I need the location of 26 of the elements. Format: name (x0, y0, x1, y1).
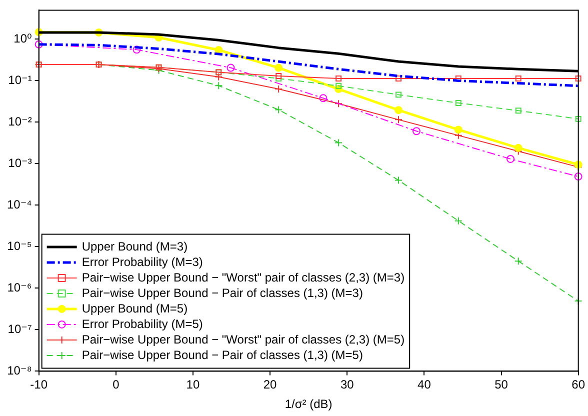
x-tick-label: 20 (263, 378, 278, 392)
y-tick-label: 10⁻⁵ (7, 239, 32, 254)
x-tick-label: 60 (572, 378, 586, 392)
legend-label: Pair−wise Upper Bound − "Worst" pair of classes (2,3) (M=3) (82, 270, 405, 284)
x-tick-label: 40 (418, 378, 432, 392)
x-tick-label: -10 (30, 378, 48, 392)
legend-label: Pair−wise Upper Bound − Pair of classes (1,3) (M=5) (82, 348, 363, 362)
legend-label: Upper Bound (M=5) (82, 301, 188, 316)
y-tick-label: 10⁰ (14, 32, 32, 46)
y-tick-label: 10⁻¹ (8, 73, 32, 88)
x-axis-title: 1/σ² (dB) (284, 397, 332, 412)
x-tick-label: 10 (186, 378, 200, 392)
x-tick-label: 30 (340, 378, 354, 392)
y-tick-label: 10⁻⁷ (8, 322, 32, 336)
y-tick-label: 10⁻⁸ (7, 364, 32, 378)
x-tick-label: 50 (494, 378, 508, 392)
y-tick-label: 10⁻³ (8, 156, 32, 170)
legend-label: Pair−wise Upper Bound − Pair of classes (1,3) (M=3) (82, 286, 363, 300)
legend-label: Pair−wise Upper Bound − "Worst" pair of classes (2,3) (M=5) (82, 332, 405, 346)
y-tick-label: 10⁻⁶ (7, 280, 32, 295)
legend-label: Upper Bound (M=3) (82, 239, 188, 254)
y-tick-label: 10⁻⁴ (6, 198, 32, 212)
y-tick-label: 10⁻² (8, 114, 32, 129)
x-tick-label: 0 (112, 378, 120, 392)
legend-label: Error Probability (M=5) (82, 316, 203, 331)
legend-label: Error Probability (M=3) (82, 254, 203, 269)
